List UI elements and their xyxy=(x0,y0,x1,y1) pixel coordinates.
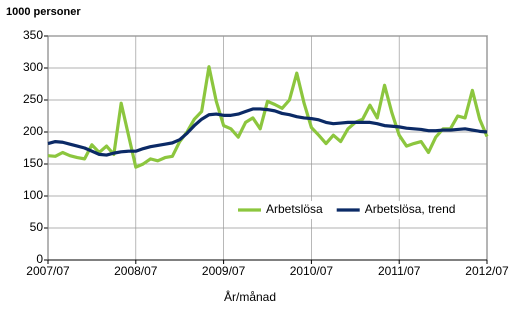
x-axis-label: År/månad xyxy=(224,289,276,304)
y-axis-label: 1000 personer xyxy=(6,6,81,18)
y-tick-label: 100 xyxy=(23,188,43,202)
x-tick-label: 2010/07 xyxy=(290,264,334,278)
y-tick-label: 200 xyxy=(23,124,43,138)
y-tick-label: 250 xyxy=(23,92,43,106)
series-line xyxy=(47,107,488,157)
x-tick-label: 2012/07 xyxy=(465,264,509,278)
x-tick-label: 2007/07 xyxy=(26,264,70,278)
x-tick-label: 2009/07 xyxy=(202,264,246,278)
x-tick-label: 2008/07 xyxy=(114,264,158,278)
legend-label: Arbetslösa, trend xyxy=(365,202,456,216)
y-tick-label: 0 xyxy=(36,252,43,266)
y-tick-label: 300 xyxy=(23,60,43,74)
series-line xyxy=(47,65,489,169)
y-tick-label: 150 xyxy=(23,156,43,170)
plot-area xyxy=(47,35,488,261)
y-tick-label: 50 xyxy=(30,220,44,234)
y-tick-label: 350 xyxy=(23,28,43,42)
legend-label: Arbetslösa xyxy=(266,202,323,216)
x-tick-label: 2011/07 xyxy=(378,264,421,278)
